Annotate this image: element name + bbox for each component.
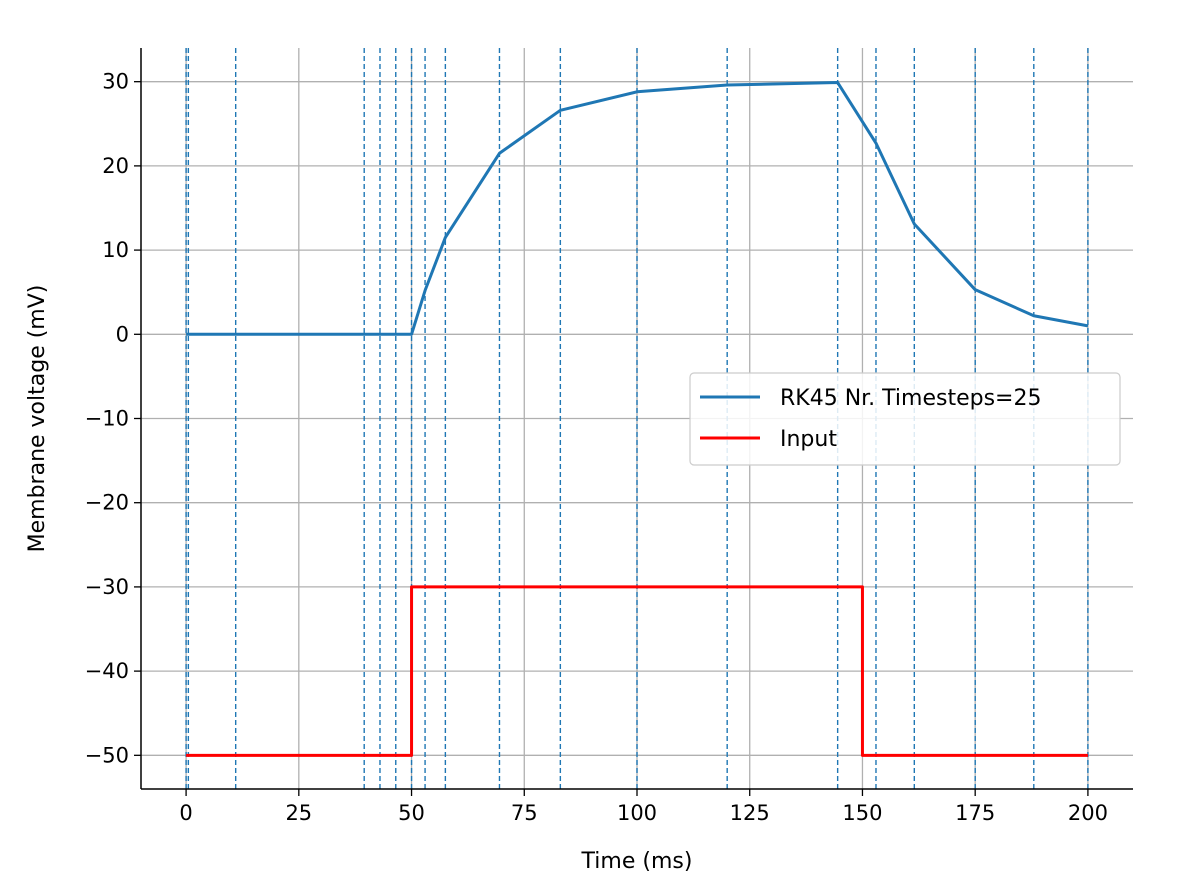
ticks: 0 25 50 75 100 125 150 175 2003020100−10−20−30−4… — [85, 70, 1108, 825]
y-tick-label-2: 10 — [102, 238, 129, 262]
x-tick-label-7: 175 — [955, 801, 995, 825]
legend-label-rk45: RK45 Nr. Timesteps=25 — [780, 386, 1042, 411]
legend-label-input: Input — [780, 427, 837, 452]
y-tick-label-3: 0 — [116, 322, 129, 346]
x-axis-label: Time (ms) — [581, 849, 693, 874]
y-tick-label-6: −30 — [85, 575, 129, 599]
y-tick-label-8: −50 — [85, 743, 129, 767]
x-tick-label-6: 150 — [842, 801, 882, 825]
x-tick-label-4: 100 — [617, 801, 657, 825]
x-tick-label-0: 0 — [179, 801, 192, 825]
legend: RK45 Nr. Timesteps=25 Input — [689, 372, 1121, 466]
series — [186, 81, 1089, 757]
series-line-1 — [186, 585, 1088, 757]
y-tick-label-4: −10 — [85, 407, 129, 431]
y-tick-label-1: 20 — [102, 154, 129, 178]
x-tick-label-1: 25 — [285, 801, 312, 825]
y-tick-label-7: −40 — [85, 659, 129, 683]
x-tick-label-5: 125 — [730, 801, 770, 825]
series-line-0 — [186, 81, 1089, 336]
x-tick-label-2: 50 — [398, 801, 425, 825]
x-tick-label-3: 75 — [511, 801, 538, 825]
y-tick-label-0: 30 — [102, 70, 129, 94]
x-tick-label-8: 200 — [1068, 801, 1108, 825]
y-axis-label: Membrane voltage (mV) — [25, 285, 50, 553]
y-tick-label-5: −20 — [85, 491, 129, 515]
legend-box — [689, 372, 1121, 466]
